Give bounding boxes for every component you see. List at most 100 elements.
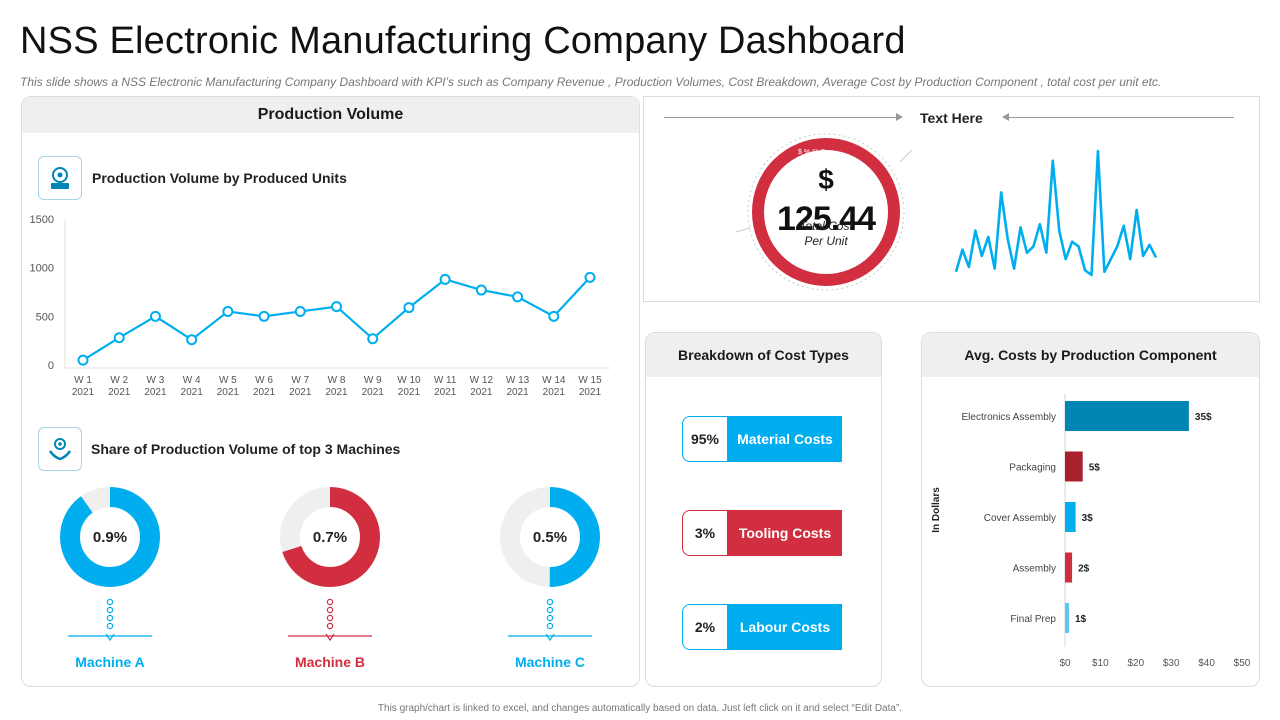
text-here-panel — [643, 96, 1260, 302]
x-tick-week: W 10 — [397, 375, 421, 386]
production-point — [367, 333, 379, 345]
connector-arrow — [325, 633, 335, 642]
x-tick-week: W 15 — [578, 375, 602, 386]
connector-dot — [106, 598, 114, 606]
production-point — [222, 305, 234, 317]
donut-slice — [280, 487, 380, 587]
x-tick-week: W 6 — [255, 375, 273, 386]
connector-dot — [546, 606, 554, 614]
x-tick-year: 2021 — [181, 387, 204, 398]
sparkline-series — [954, 149, 1158, 277]
x-tick-week: W 1 — [74, 375, 92, 386]
sparkline-chart — [954, 149, 1158, 277]
breakdown-panel: Breakdown of Cost Types — [645, 332, 882, 687]
production-point — [149, 310, 161, 322]
x-tick-week: W 7 — [291, 375, 309, 386]
donut-hole — [84, 511, 136, 563]
gauge-value: 125.44 — [777, 200, 876, 238]
avg-cost-bar — [1065, 502, 1076, 532]
bar-value-label: 35$ — [1195, 412, 1212, 423]
connector-dot — [326, 622, 334, 630]
x-tick-week: W 12 — [470, 375, 494, 386]
connector-dot — [546, 598, 554, 606]
production-point — [331, 301, 342, 313]
donut-hole — [304, 511, 356, 563]
x-tick-year: 2021 — [470, 387, 493, 398]
connector-dot — [546, 614, 554, 622]
bar-category-label: Packaging — [1009, 463, 1056, 474]
production-point — [403, 302, 415, 314]
x-tick-year: 2021 — [72, 387, 95, 398]
connector-dot — [326, 606, 334, 614]
bar-x-tick-label: $40 — [1198, 658, 1215, 669]
x-tick-year: 2021 — [434, 387, 457, 398]
bar-value-label: 5$ — [1089, 463, 1101, 474]
avg-cost-bar — [1065, 552, 1073, 583]
donut-value-label: 0.7% — [313, 529, 347, 546]
x-tick-week: W 2 — [110, 375, 128, 386]
donut-section-title: Share of Production Volume of top 3 Mach… — [91, 441, 401, 457]
y-tick-label: 500 — [36, 311, 54, 323]
x-tick-year: 2021 — [398, 387, 421, 398]
production-point — [113, 332, 125, 344]
text-here-title: Text Here — [920, 110, 983, 126]
x-tick-year: 2021 — [506, 387, 529, 398]
donut-value-label: 0.9% — [93, 529, 127, 546]
bar-x-tick-label: $0 — [1059, 658, 1071, 669]
gauge-currency-symbol: $ — [818, 164, 834, 195]
x-tick-year: 2021 — [217, 387, 240, 398]
bar-value-label: 1$ — [1075, 614, 1087, 625]
bar-x-tick-label: $30 — [1163, 658, 1180, 669]
production-point — [258, 310, 270, 322]
x-tick-year: 2021 — [108, 387, 131, 398]
connector-dot — [106, 622, 114, 630]
donut-machine-b: 0.7% Machine B — [280, 487, 380, 670]
bar-y-axis-title: In Dollars — [931, 487, 942, 533]
avg-cost-bar — [1065, 451, 1083, 482]
connector-dot — [326, 614, 334, 622]
connector-dot — [326, 598, 334, 606]
y-tick-label: 1000 — [30, 263, 54, 275]
cost-type-row: 95% Material Costs — [682, 416, 842, 462]
x-tick-week: W 8 — [328, 375, 346, 386]
x-tick-year: 2021 — [325, 387, 348, 398]
page-title: NSS Electronic Manufacturing Company Das… — [20, 20, 906, 62]
production-volume-header: Production Volume — [22, 97, 639, 133]
x-tick-week: W 5 — [219, 375, 237, 386]
gauge-label-per-unit: Per Unit — [804, 234, 848, 248]
bar-x-tick-label: $10 — [1092, 658, 1109, 669]
total-cost-gauge: $ % ✉ ⚙ — [735, 133, 913, 291]
bar-category-label: Assembly — [1013, 564, 1056, 575]
x-tick-year: 2021 — [543, 387, 566, 398]
breakdown-header: Breakdown of Cost Types — [646, 333, 881, 377]
connector-dot — [546, 622, 554, 630]
donut-slice — [500, 487, 600, 587]
bar-category-label: Cover Assembly — [984, 513, 1056, 524]
bar-x-tick-label: $20 — [1127, 658, 1144, 669]
production-point — [584, 271, 596, 283]
machine-label: Machine B — [295, 654, 365, 670]
production-point — [512, 291, 524, 303]
production-volume-panel: Production Volume — [21, 96, 640, 687]
cost-type-label: Tooling Costs — [728, 510, 842, 556]
x-tick-week: W 3 — [147, 375, 165, 386]
x-tick-year: 2021 — [289, 387, 312, 398]
bar-value-label: 2$ — [1078, 564, 1090, 575]
avg-cost-bar — [1065, 603, 1069, 633]
production-point — [475, 284, 487, 296]
bar-value-label: 3$ — [1082, 513, 1094, 524]
x-tick-year: 2021 — [253, 387, 276, 398]
page-subtitle: This slide shows a NSS Electronic Manufa… — [20, 75, 1162, 89]
production-point — [548, 310, 560, 322]
avg-costs-panel: Avg. Costs by Production Component — [921, 332, 1260, 687]
production-point — [77, 354, 89, 366]
cost-type-percent: 95% — [682, 416, 728, 462]
arrow-right-icon — [896, 113, 903, 121]
x-tick-year: 2021 — [362, 387, 385, 398]
donut-hole — [524, 511, 576, 563]
machine-donuts: 0.9% Machine A 0.7% Machine B 0.5% Machine C — [60, 487, 600, 670]
y-tick-label: 1500 — [30, 214, 54, 226]
donut-machine-c: 0.5% Machine C — [500, 487, 600, 670]
cost-type-label: Labour Costs — [728, 604, 842, 650]
